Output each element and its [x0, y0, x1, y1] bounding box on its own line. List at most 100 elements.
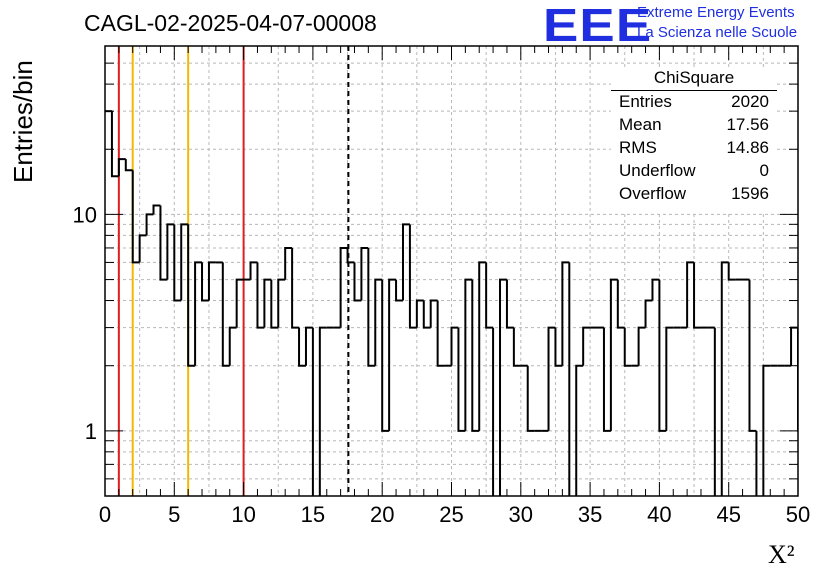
stats-divider: [611, 90, 777, 91]
histogram-bin: [159, 205, 168, 281]
histogram-bin: [401, 223, 410, 301]
y-tick-label: 1: [85, 419, 97, 444]
stats-row: Entries 2020: [619, 92, 769, 115]
stats-value: 2020: [731, 92, 769, 111]
histogram-bin: [284, 246, 293, 280]
histogram-bin: [471, 279, 480, 432]
histogram-bin: [748, 279, 757, 432]
histogram-bin: [152, 204, 161, 215]
histogram-bin: [464, 278, 473, 431]
histogram-bin: [561, 261, 570, 366]
stats-key: Overflow: [619, 184, 687, 203]
y-axis-label: Entries/bin: [8, 60, 38, 183]
histogram-bin: [263, 278, 272, 328]
histogram-bin: [485, 262, 494, 329]
histogram-bin: [318, 326, 327, 496]
histogram-bin: [166, 223, 175, 280]
histogram-bin: [478, 261, 487, 431]
histogram-bin: [547, 326, 556, 431]
histogram-bin: [568, 262, 571, 496]
stats-key: Entries: [619, 92, 672, 111]
x-tick-label: 45: [716, 502, 740, 527]
x-tick-label: 30: [509, 502, 533, 527]
stats-key: Underflow: [619, 161, 696, 180]
stats-row: Overflow 1596: [619, 184, 769, 207]
histogram-bin: [713, 327, 716, 496]
histogram-bin: [616, 279, 625, 329]
histogram-bin: [277, 278, 286, 328]
chart-title: CAGL-02-2025-04-07-00008: [84, 10, 377, 36]
x-tick-label: 10: [231, 502, 255, 527]
stats-key: Mean: [619, 115, 662, 134]
x-axis-label: X²: [768, 540, 795, 569]
histogram-bin: [623, 327, 632, 367]
histogram-bin: [124, 159, 133, 172]
histogram-bin: [381, 279, 390, 432]
histogram-bin: [256, 262, 265, 329]
histogram-bin: [720, 261, 729, 496]
histogram-bin: [145, 213, 154, 236]
histogram-bin: [512, 327, 521, 367]
histogram-bin: [138, 234, 147, 263]
histogram-bin: [658, 279, 667, 432]
histogram-bin: [499, 278, 507, 496]
histogram-bin: [228, 326, 237, 366]
histogram-bin: [436, 300, 445, 367]
y-tick-label: 10: [73, 202, 97, 227]
histogram-bin: [651, 278, 660, 301]
histogram-bin: [388, 278, 397, 431]
histogram-bin: [374, 278, 383, 366]
stats-row: Underflow 0: [619, 161, 769, 184]
histogram-bin: [727, 262, 736, 281]
histogram-bin: [582, 326, 591, 366]
histogram-bin: [602, 327, 611, 432]
logo-line-2: La Scienza nelle Scuole: [637, 24, 798, 41]
histogram-bin: [526, 365, 535, 432]
histogram-bin: [665, 326, 674, 431]
histogram-bin: [429, 299, 438, 328]
histogram-bin: [457, 327, 466, 432]
histogram-bin: [221, 262, 230, 367]
histogram-bin: [346, 247, 355, 264]
histogram-bin: [505, 279, 514, 329]
x-tick-label: 0: [99, 502, 111, 527]
logo-line-1: Extreme Energy Events: [637, 4, 795, 21]
histogram-bin: [298, 327, 306, 367]
x-tick-label: 50: [786, 502, 810, 527]
x-tick-label: 5: [168, 502, 180, 527]
histogram-bin: [201, 262, 209, 302]
histogram-bin: [117, 158, 126, 177]
stats-value: 14.86: [726, 138, 769, 157]
x-tick-label: 40: [647, 502, 671, 527]
stats-box: ChiSquare Entries 2020 Mean 17.56 RMS 14…: [611, 68, 777, 212]
histogram-bin: [339, 246, 348, 328]
stats-value: 0: [759, 161, 769, 180]
histogram-bin: [304, 326, 313, 366]
stats-value: 1596: [731, 184, 769, 203]
histogram-bin: [235, 278, 244, 328]
stats-title: ChiSquare: [653, 68, 735, 87]
histogram-bin: [637, 326, 646, 366]
histogram-bin: [194, 261, 203, 366]
histogram-bins: [105, 110, 819, 496]
histogram-bin: [291, 247, 300, 329]
eee-logo: EEE: [543, 0, 653, 51]
stats-key: RMS: [619, 138, 657, 157]
stats-row: Mean 17.56: [619, 115, 769, 138]
histogram-bin: [812, 328, 819, 431]
histogram-bin: [415, 299, 424, 328]
histogram-bin: [575, 364, 584, 496]
histogram-bin: [311, 327, 314, 496]
histogram-bin: [450, 326, 459, 366]
histogram-bin: [249, 261, 258, 280]
histogram-bin: [762, 364, 771, 496]
histogram-bin: [270, 279, 279, 329]
histogram-bin: [492, 327, 495, 496]
histogram-bin: [360, 246, 369, 301]
histogram-bin: [187, 224, 196, 367]
histogram-bin: [207, 261, 216, 301]
histogram-bin: [110, 111, 119, 178]
x-tick-label: 25: [439, 502, 463, 527]
histogram-bin: [554, 327, 563, 367]
